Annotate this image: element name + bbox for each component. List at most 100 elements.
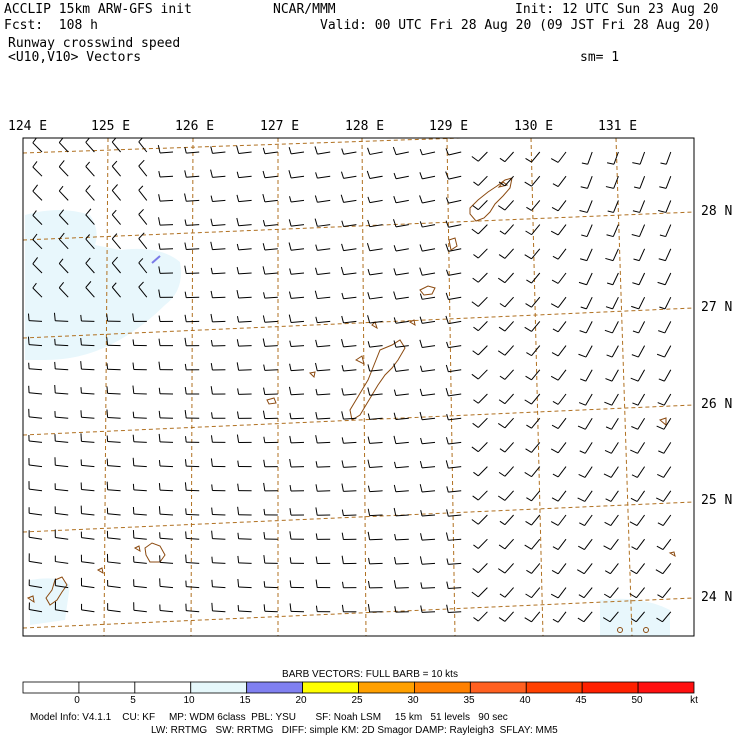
wind-barb	[54, 457, 69, 468]
wind-barb	[236, 243, 252, 251]
wind-barb	[473, 393, 488, 404]
wind-barb	[211, 556, 226, 564]
wind-barb	[158, 410, 174, 419]
wind-barb	[28, 507, 43, 516]
wind-barb	[288, 386, 305, 396]
wind-barb	[80, 577, 95, 589]
wind-barb	[184, 482, 200, 492]
wind-barb	[236, 434, 252, 443]
wind-barb	[27, 313, 43, 322]
wind-barb	[498, 538, 514, 550]
wind-barb	[341, 532, 357, 541]
wind-barb	[80, 459, 95, 468]
wind-barb	[185, 554, 200, 564]
parallel-line	[23, 597, 694, 629]
wind-barb	[368, 557, 383, 565]
wind-barb	[526, 272, 541, 284]
wind-barb	[54, 529, 69, 540]
wind-barb	[420, 605, 436, 613]
wind-barb	[445, 171, 462, 180]
wind-barb	[132, 506, 147, 516]
wind-barb	[550, 369, 567, 381]
wind-barb	[524, 466, 541, 478]
wind-barb	[85, 281, 95, 298]
wind-barb	[394, 461, 409, 469]
wind-barb	[184, 265, 200, 275]
wind-barb	[341, 483, 357, 492]
wind-barb	[552, 393, 567, 405]
wind-barb	[605, 490, 619, 502]
wind-barb	[315, 507, 331, 516]
wind-barb	[445, 243, 462, 252]
wind-barb	[210, 386, 226, 395]
wind-barb	[656, 538, 672, 551]
wind-barb	[315, 339, 331, 348]
wind-barb	[138, 232, 148, 250]
wind-barb	[262, 220, 278, 227]
wind-barb	[28, 602, 43, 613]
wind-barb	[28, 553, 43, 564]
model-info-line1: Model Info: V4.1.1 CU: KF MP: WDM 6class…	[30, 712, 508, 723]
wind-barb	[85, 208, 95, 225]
wind-barb	[111, 160, 121, 177]
wind-barb	[633, 248, 646, 262]
lon-label-126: 126 E	[175, 119, 215, 134]
wind-barb	[524, 321, 541, 332]
wind-barb	[524, 248, 541, 260]
wind-barb	[315, 484, 331, 492]
wind-barb	[551, 490, 567, 502]
wind-barb	[446, 269, 462, 276]
wind-barb	[393, 245, 409, 252]
wind-barb	[550, 514, 567, 526]
wind-barb	[289, 268, 305, 275]
wind-barb	[550, 296, 567, 309]
wind-barb	[552, 248, 567, 260]
meridian-line	[446, 138, 456, 636]
wind-barb	[577, 611, 593, 623]
wind-barb	[579, 200, 593, 213]
wind-barb	[85, 161, 95, 177]
wind-barb	[419, 411, 436, 421]
wind-barb	[288, 314, 305, 323]
wind-barb	[210, 218, 226, 227]
wind-barb	[184, 170, 200, 178]
wind-barb	[606, 272, 619, 286]
wind-barb	[393, 219, 409, 228]
wind-barb	[210, 435, 226, 443]
wind-barb	[27, 336, 43, 347]
wind-barb	[446, 558, 462, 565]
wind-barb	[28, 458, 43, 468]
wind-barb	[604, 321, 619, 334]
wind-barb	[579, 442, 593, 454]
wind-barb	[367, 387, 383, 396]
wind-barb	[420, 510, 436, 517]
wind-barb	[393, 291, 409, 300]
wind-barb	[525, 296, 541, 308]
wind-barb	[393, 435, 409, 445]
wind-barb	[340, 194, 357, 203]
wind-barb	[111, 184, 121, 201]
wind-barb	[54, 338, 69, 347]
wind-barb	[631, 345, 646, 358]
wind-barb	[54, 434, 69, 443]
wind-barb	[445, 148, 462, 156]
wind-barb	[132, 411, 147, 419]
wind-barb	[550, 442, 567, 454]
wind-barb	[210, 169, 226, 178]
wind-barb	[58, 160, 69, 177]
wind-barb	[85, 185, 95, 201]
cb-label-5: 5	[130, 695, 136, 706]
wind-barb	[446, 413, 462, 421]
wind-barb	[28, 385, 43, 395]
wind-barb	[419, 365, 436, 373]
wind-barb	[499, 151, 514, 163]
wind-barb	[341, 292, 357, 300]
wind-barb	[578, 345, 593, 358]
wind-barb	[656, 417, 672, 430]
wind-barb	[525, 587, 541, 599]
wind-barb	[631, 538, 646, 551]
wind-barb	[106, 337, 121, 347]
wind-barb	[419, 339, 436, 348]
wind-barb	[263, 604, 278, 613]
wind-barb	[579, 514, 593, 526]
